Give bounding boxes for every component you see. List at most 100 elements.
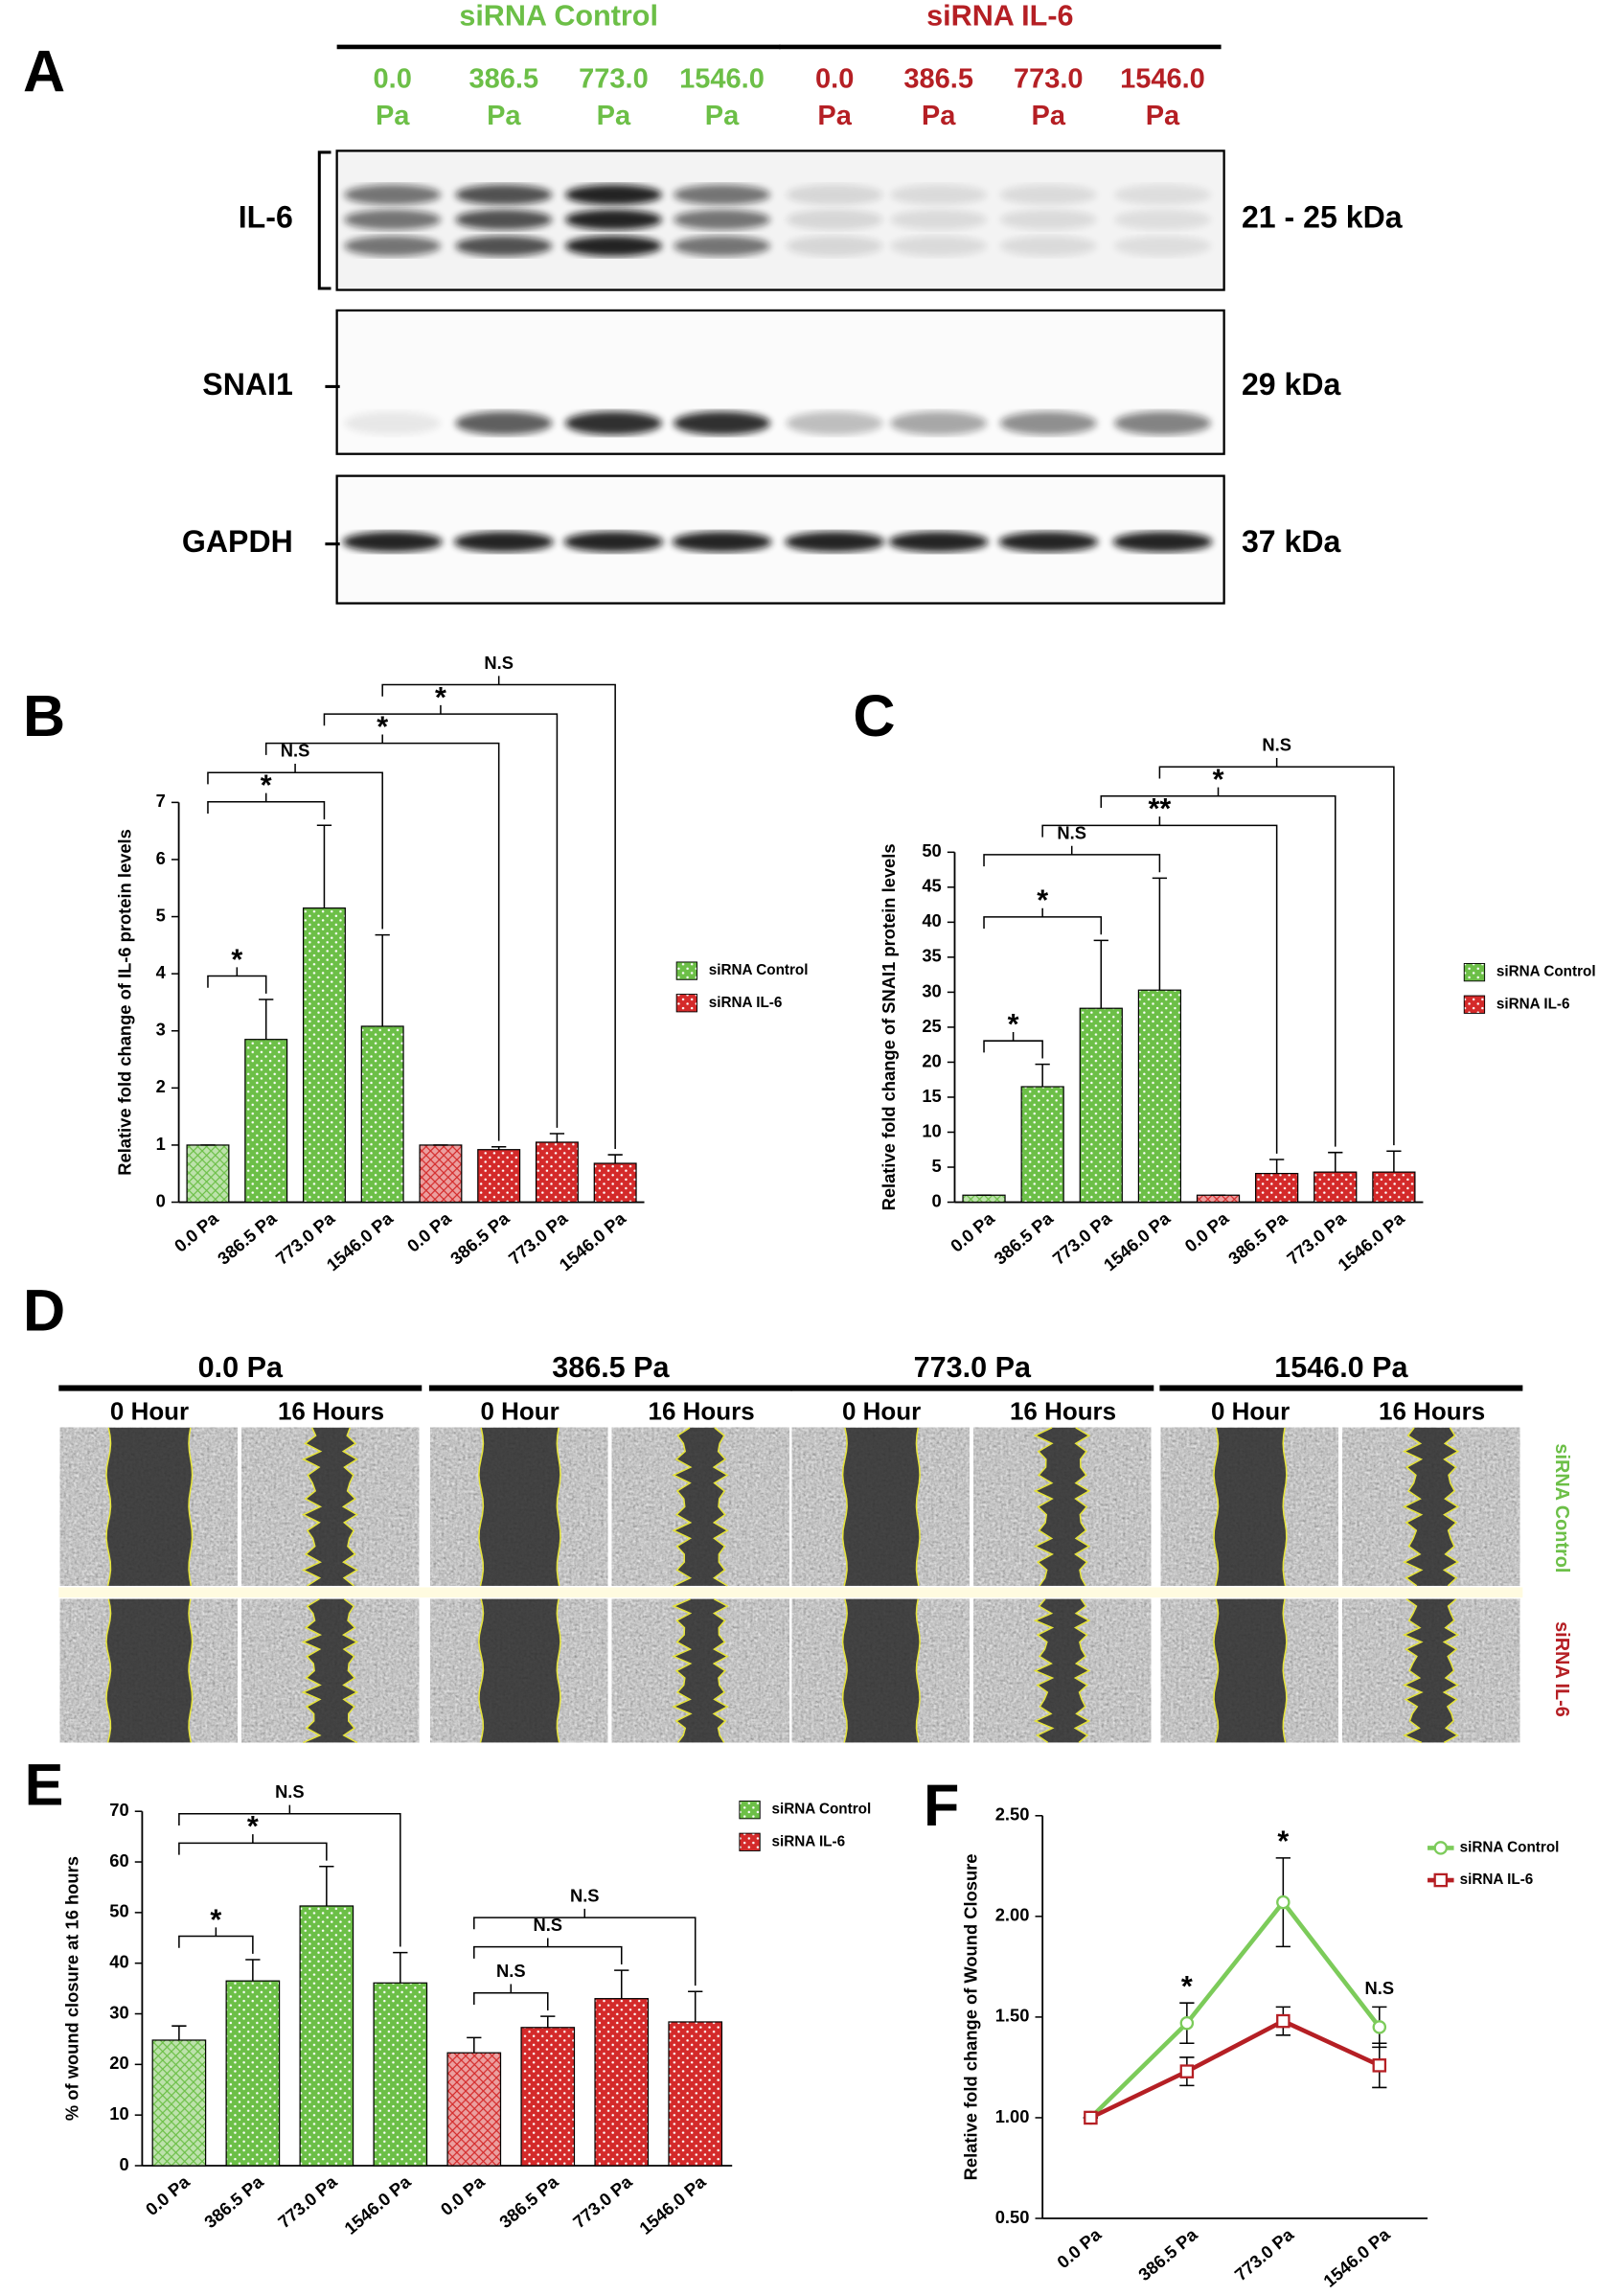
y-tick-label: 1 xyxy=(156,1134,166,1154)
x-tick-label: 386.5 Pa xyxy=(200,2170,267,2232)
pressure-header: 386.5 Pa xyxy=(552,1351,670,1384)
time-label: 0 Hour xyxy=(842,1396,921,1425)
error-bar xyxy=(1152,877,1168,991)
wound-edge xyxy=(105,1598,112,1743)
panel-label: B xyxy=(23,683,65,748)
y-axis-label: % of wound closure at 16 hours xyxy=(61,1856,81,2121)
point xyxy=(1179,2015,1195,2031)
wound-edge xyxy=(301,1427,323,1587)
x-tick-label: 0.0 Pa xyxy=(142,2170,194,2219)
wound-edge xyxy=(478,1427,485,1587)
lane-pressure: 386.5 xyxy=(903,64,973,95)
y-tick-label: 1.00 xyxy=(995,2106,1030,2126)
protein-name: SNAI1 xyxy=(202,367,292,402)
significance-bracket xyxy=(1041,816,1278,1154)
y-tick-label: 6 xyxy=(156,848,166,868)
significance-bracket xyxy=(178,1834,328,1861)
bar xyxy=(151,2039,207,2167)
error-bar xyxy=(1386,1150,1402,1173)
band xyxy=(344,209,442,230)
panel-label: C xyxy=(853,683,895,748)
significance-label: N.S xyxy=(484,653,514,673)
error-bar xyxy=(1035,1063,1050,1088)
legend-label: siRNA Control xyxy=(1460,1839,1560,1855)
bar xyxy=(302,907,346,1204)
bar xyxy=(535,1141,579,1204)
lane-pressure: 386.5 xyxy=(469,64,539,95)
bar xyxy=(1079,1007,1123,1204)
wound-edge xyxy=(672,1427,693,1587)
lane-pressure: 773.0 xyxy=(579,64,649,95)
y-tick-label: 0 xyxy=(932,1190,942,1210)
legend-label: siRNA IL-6 xyxy=(1496,996,1570,1012)
wound-edge xyxy=(1402,1598,1424,1744)
group-header: siRNA Control xyxy=(459,0,658,32)
x-tick-label: 1546.0 Pa xyxy=(635,2170,710,2238)
wound-edge xyxy=(1074,1427,1091,1587)
bar xyxy=(419,1144,463,1204)
y-tick-label: 3 xyxy=(156,1020,166,1040)
y-tick-label: 1.50 xyxy=(995,2006,1030,2026)
y-tick-label: 2.00 xyxy=(995,1905,1030,1925)
legend-label: siRNA Control xyxy=(771,1802,871,1818)
band xyxy=(890,184,988,205)
significance-label: * xyxy=(435,681,446,714)
legend-label: siRNA IL-6 xyxy=(1460,1871,1534,1888)
wound-edge xyxy=(1442,1598,1460,1744)
significance-bracket xyxy=(983,907,1103,935)
wound-gap xyxy=(303,1598,357,1743)
legend-label: siRNA IL-6 xyxy=(771,1833,845,1849)
y-tick-label: 25 xyxy=(922,1016,941,1036)
point xyxy=(1084,2110,1098,2125)
band xyxy=(999,411,1097,435)
bar xyxy=(1372,1171,1416,1204)
bar xyxy=(520,2027,576,2167)
significance-bracket xyxy=(178,1804,401,1947)
wound-edge xyxy=(1213,1598,1220,1743)
wound-edge xyxy=(188,1598,194,1743)
band xyxy=(453,531,554,553)
y-tick-label: 20 xyxy=(922,1050,941,1070)
wound-edge xyxy=(341,1598,359,1744)
y-tick-label: 2.50 xyxy=(995,1804,1030,1825)
band xyxy=(674,236,770,257)
wound-gap xyxy=(1404,1598,1458,1743)
wound-edge xyxy=(1073,1598,1091,1743)
band xyxy=(674,184,770,205)
significance-label: * xyxy=(210,1903,221,1936)
legend-swatch xyxy=(1463,963,1486,982)
significance-label: * xyxy=(231,943,242,976)
protein-size: 29 kDa xyxy=(1242,367,1342,402)
significance-bracket xyxy=(207,764,383,930)
protein-name: GAPDH xyxy=(182,524,293,559)
x-tick-label: 0.0 Pa xyxy=(171,1207,223,1256)
error-bar xyxy=(607,1154,623,1164)
significance-bracket xyxy=(473,1908,697,1986)
wound-edge xyxy=(1282,1598,1288,1743)
lane-unit: Pa xyxy=(376,101,410,131)
significance-label: * xyxy=(1037,884,1048,917)
band xyxy=(999,184,1097,205)
lane-unit: Pa xyxy=(1032,101,1066,131)
x-tick-label: 386.5 Pa xyxy=(1224,1207,1291,1269)
y-tick-label: 50 xyxy=(922,840,941,861)
band xyxy=(565,236,662,257)
wound-edge xyxy=(1033,1598,1055,1744)
band xyxy=(786,209,883,230)
x-tick-label: 0.0 Pa xyxy=(1053,2223,1106,2272)
wound-edge xyxy=(301,1597,323,1744)
significance-label: N.S xyxy=(533,1915,562,1935)
band xyxy=(342,531,443,553)
lane-unit: Pa xyxy=(817,101,852,131)
pressure-header: 1546.0 Pa xyxy=(1274,1351,1408,1384)
error-bar xyxy=(316,824,332,908)
band xyxy=(674,209,770,230)
bar xyxy=(446,2052,502,2167)
bar xyxy=(1137,989,1182,1204)
wound-edge xyxy=(478,1598,485,1743)
significance-label: * xyxy=(377,710,388,743)
band xyxy=(890,411,988,435)
significance-label: * xyxy=(247,1810,259,1843)
significance-label: * xyxy=(1181,1970,1193,2003)
